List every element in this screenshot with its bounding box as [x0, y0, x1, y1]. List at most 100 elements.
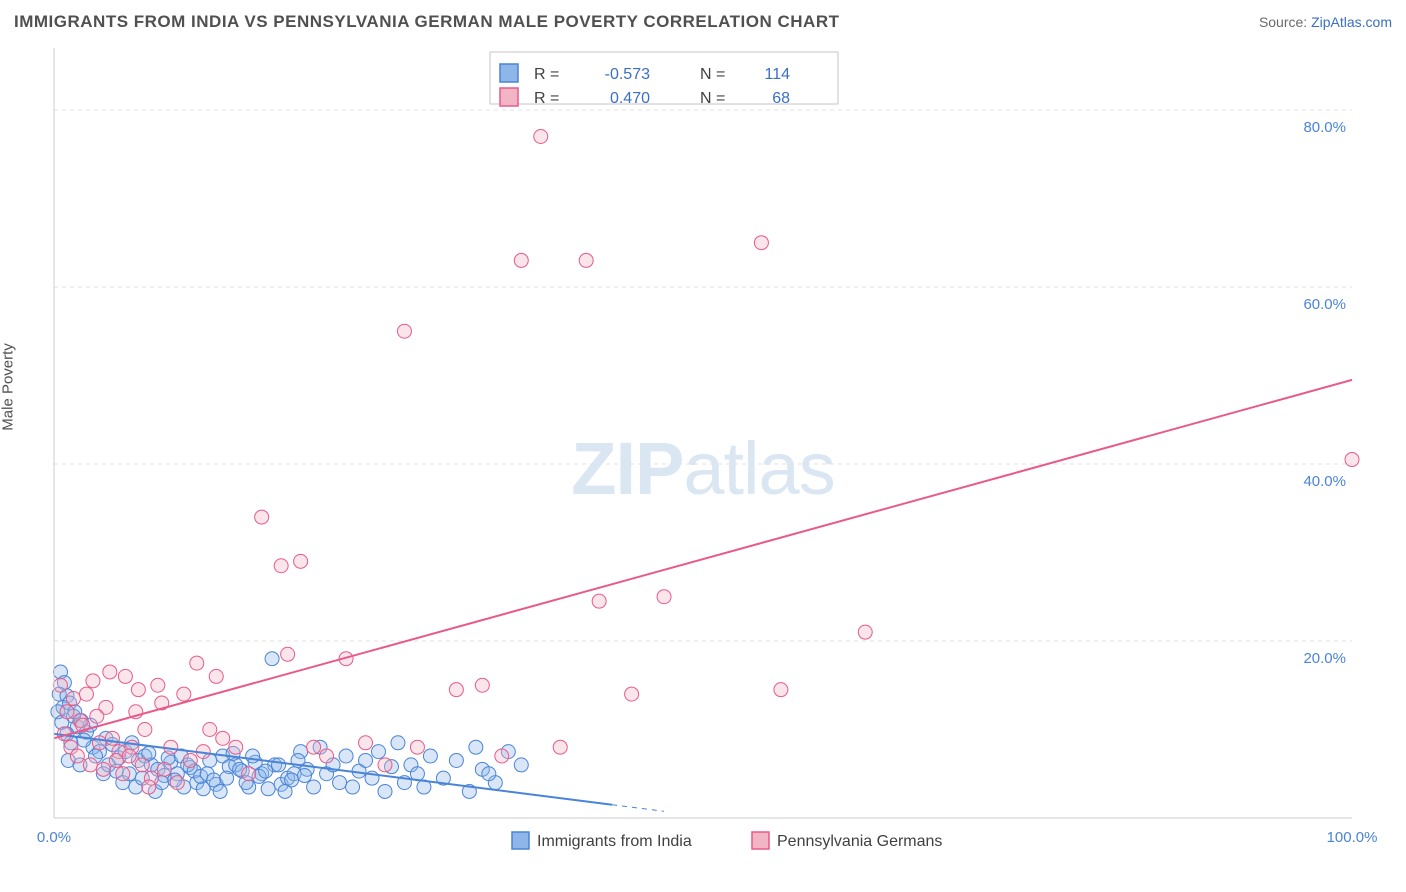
- data-point: [190, 656, 204, 670]
- legend-r-value: -0.573: [605, 66, 650, 83]
- data-point: [274, 559, 288, 573]
- y-tick-label: 20.0%: [1303, 650, 1346, 667]
- data-point: [469, 740, 483, 754]
- data-point: [397, 324, 411, 338]
- legend-series-label: Immigrants from India: [537, 833, 692, 850]
- legend-swatch: [500, 88, 518, 106]
- data-point: [213, 784, 227, 798]
- data-point: [83, 758, 97, 772]
- data-point: [359, 736, 373, 750]
- data-point: [514, 758, 528, 772]
- data-point: [92, 736, 106, 750]
- data-point: [346, 780, 360, 794]
- data-point: [216, 731, 230, 745]
- data-point: [109, 753, 123, 767]
- data-point: [320, 749, 334, 763]
- data-point: [151, 678, 165, 692]
- data-point: [514, 253, 528, 267]
- data-point: [103, 665, 117, 679]
- data-point: [86, 674, 100, 688]
- data-point: [359, 753, 373, 767]
- data-point: [657, 590, 671, 604]
- data-point: [298, 769, 312, 783]
- data-point: [118, 669, 132, 683]
- source-attribution: Source: ZipAtlas.com: [1259, 14, 1392, 30]
- legend-n-label: N =: [700, 90, 725, 107]
- data-point: [285, 773, 299, 787]
- data-point: [449, 683, 463, 697]
- data-point: [183, 753, 197, 767]
- source-link[interactable]: ZipAtlas.com: [1311, 14, 1392, 30]
- legend-n-label: N =: [700, 66, 725, 83]
- y-tick-label: 80.0%: [1303, 119, 1346, 136]
- data-point: [157, 762, 171, 776]
- data-point: [482, 767, 496, 781]
- data-point: [138, 722, 152, 736]
- legend-swatch: [512, 832, 529, 849]
- data-point: [495, 749, 509, 763]
- legend-swatch: [500, 64, 518, 82]
- trend-line-dash: [612, 805, 664, 812]
- legend-swatch: [752, 832, 769, 849]
- data-point: [625, 687, 639, 701]
- data-point: [142, 780, 156, 794]
- data-point: [410, 740, 424, 754]
- data-point: [592, 594, 606, 608]
- data-point: [246, 749, 260, 763]
- chart-container: Male Poverty 20.0%40.0%60.0%80.0% ZIPatl…: [30, 48, 1398, 884]
- watermark: ZIPatlas: [571, 427, 834, 510]
- data-point: [272, 758, 286, 772]
- data-point: [96, 762, 110, 776]
- data-point: [220, 771, 234, 785]
- legend-series-label: Pennsylvania Germans: [777, 833, 942, 850]
- legend-n-value: 114: [764, 66, 790, 83]
- data-point: [339, 749, 353, 763]
- legend-r-value: 0.470: [610, 90, 650, 107]
- data-point: [79, 687, 93, 701]
- data-point: [135, 758, 149, 772]
- data-point: [53, 678, 67, 692]
- data-point: [259, 764, 273, 778]
- correlation-chart: 20.0%40.0%60.0%80.0% ZIPatlas 0.0%100.0%…: [30, 48, 1398, 884]
- data-point: [265, 652, 279, 666]
- data-point: [261, 782, 275, 796]
- data-point: [372, 745, 386, 759]
- data-point: [774, 683, 788, 697]
- legend-r-label: R =: [534, 90, 559, 107]
- data-point: [307, 740, 321, 754]
- data-point: [391, 736, 405, 750]
- legend-r-label: R =: [534, 66, 559, 83]
- data-point: [131, 683, 145, 697]
- data-point: [1345, 453, 1359, 467]
- data-point: [294, 554, 308, 568]
- data-point: [60, 705, 74, 719]
- data-point: [170, 776, 184, 790]
- data-point: [105, 731, 119, 745]
- data-point: [378, 758, 392, 772]
- data-point: [579, 253, 593, 267]
- source-prefix: Source:: [1259, 14, 1311, 30]
- data-point: [378, 784, 392, 798]
- x-tick-label: 0.0%: [37, 829, 71, 846]
- chart-title: IMMIGRANTS FROM INDIA VS PENNSYLVANIA GE…: [14, 12, 840, 32]
- x-tick-label: 100.0%: [1327, 829, 1378, 846]
- data-point: [449, 753, 463, 767]
- data-point: [553, 740, 567, 754]
- data-point: [116, 767, 130, 781]
- data-point: [122, 749, 136, 763]
- data-point: [242, 767, 256, 781]
- data-point: [281, 647, 295, 661]
- data-point: [754, 236, 768, 250]
- data-point: [229, 740, 243, 754]
- data-point: [209, 669, 223, 683]
- data-point: [90, 709, 104, 723]
- data-point: [255, 510, 269, 524]
- y-axis-label: Male Poverty: [0, 343, 17, 431]
- data-point: [66, 692, 80, 706]
- legend-n-value: 68: [772, 90, 790, 107]
- data-point: [307, 780, 321, 794]
- data-point: [423, 749, 437, 763]
- data-point: [475, 678, 489, 692]
- header-row: IMMIGRANTS FROM INDIA VS PENNSYLVANIA GE…: [14, 12, 1392, 32]
- data-point: [70, 749, 84, 763]
